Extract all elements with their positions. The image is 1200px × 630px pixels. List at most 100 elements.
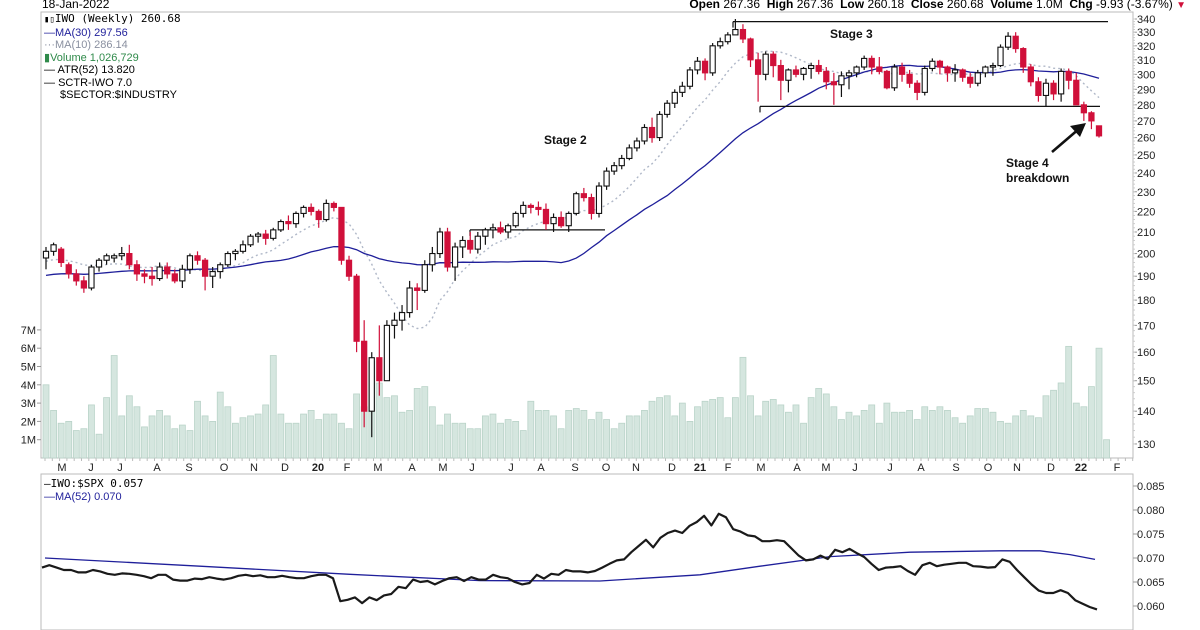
down-candle — [338, 206, 345, 261]
ratio-tick-label: 0.065 — [1137, 577, 1165, 589]
volume-bar — [262, 404, 270, 459]
volume-bar — [1050, 389, 1057, 459]
y-tick-label: 160 — [1137, 347, 1155, 359]
volume-bar — [436, 424, 444, 459]
volume-bar — [489, 413, 497, 459]
down-candle — [868, 57, 875, 68]
volume-bar — [118, 415, 126, 459]
up-candle — [88, 266, 95, 289]
x-tick-label: N — [1013, 462, 1021, 474]
volume-bar — [247, 415, 254, 459]
down-candle — [164, 266, 171, 275]
volume-bar — [209, 420, 217, 459]
y-tick-label: 210 — [1137, 227, 1155, 239]
low-label: Low — [840, 0, 865, 11]
x-tick-label: F — [725, 462, 732, 474]
volume-bar — [413, 388, 421, 459]
up-candle — [391, 319, 398, 326]
volume-bar — [1103, 439, 1110, 459]
ratio-tick-label: 0.085 — [1137, 481, 1165, 493]
up-candle — [1057, 70, 1065, 95]
volume-bar — [785, 411, 792, 459]
low-value: 260.18 — [867, 0, 905, 11]
down-candle — [830, 81, 837, 86]
x-tick-label: J — [852, 462, 858, 474]
up-candle — [323, 202, 330, 221]
down-candle — [1095, 125, 1103, 137]
volume-bar — [1088, 386, 1095, 459]
up-candle — [618, 157, 625, 167]
up-candle — [383, 324, 391, 382]
up-candle — [679, 85, 686, 93]
volume-bar — [845, 411, 853, 459]
volume-bar — [792, 404, 800, 459]
volume-bar — [724, 417, 732, 459]
y-tick-label: 290 — [1137, 84, 1155, 96]
up-candle — [807, 65, 815, 70]
volume-bar — [330, 413, 338, 459]
up-candle — [421, 264, 428, 291]
volume-bar — [875, 422, 883, 459]
x-tick-label: 22 — [1075, 462, 1087, 474]
volume-bar — [391, 395, 398, 459]
solid-line-icon: — — [44, 477, 51, 490]
down-candle — [754, 59, 762, 75]
down-candle — [701, 60, 709, 74]
down-candle — [330, 202, 338, 208]
volume-bar — [868, 404, 876, 459]
volume-bar — [201, 415, 209, 459]
down-candle — [898, 66, 906, 75]
volume-bar — [322, 413, 330, 459]
y-tick-label: 240 — [1137, 168, 1155, 180]
volume-bar — [254, 413, 262, 459]
volume-bar — [777, 404, 785, 459]
down-candle — [936, 60, 944, 68]
x-tick-label: 20 — [312, 462, 324, 474]
volume-bar — [307, 410, 315, 459]
ratio-tick-label: 0.060 — [1137, 601, 1165, 613]
volume-bar — [1080, 406, 1088, 459]
volume-bar — [822, 393, 830, 459]
up-candle — [595, 185, 603, 214]
down-candle — [959, 69, 966, 78]
volume-bar — [535, 410, 542, 459]
up-candle — [247, 235, 254, 246]
change-value: -9.93 (-3.67%) — [1096, 0, 1173, 11]
down-candle — [73, 273, 80, 282]
volume-bar — [588, 419, 595, 459]
volume-bar — [565, 410, 573, 459]
volume-bar — [1019, 410, 1027, 459]
volume-bar — [466, 428, 474, 459]
volume-bar — [216, 391, 224, 459]
volume-bar — [428, 406, 436, 459]
ma10-line — [45, 50, 1100, 330]
y-tick-label: 300 — [1137, 69, 1155, 81]
volume-bar — [125, 395, 133, 459]
volume-bar — [194, 400, 201, 459]
up-candle — [489, 227, 497, 231]
legend-volume: Volume 1,026,729 — [50, 51, 139, 64]
y-tick-label: 270 — [1137, 116, 1155, 128]
x-tick-label: A — [153, 462, 161, 474]
volume-bar — [398, 411, 406, 459]
x-tick-label: F — [344, 462, 351, 474]
volume-bar — [383, 397, 391, 459]
up-candle — [694, 60, 701, 71]
down-candle — [444, 231, 451, 268]
volume-bar — [1027, 415, 1035, 459]
open-label: Open — [689, 0, 720, 11]
x-tick-label: A — [537, 462, 545, 474]
volume-bar — [936, 406, 944, 459]
ratio-tick-label: 0.075 — [1137, 529, 1165, 541]
down-candle — [914, 82, 921, 93]
up-candle — [156, 266, 163, 280]
up-candle — [111, 255, 118, 259]
x-tick-label: J — [117, 462, 123, 474]
volume-bar — [981, 408, 989, 459]
volume-bar — [1012, 415, 1020, 459]
volume-bar — [883, 402, 891, 459]
volume-bar — [891, 411, 898, 459]
ratio-panel-frame — [40, 473, 1134, 630]
volume-bar — [709, 399, 717, 459]
volume-bar — [292, 422, 300, 459]
